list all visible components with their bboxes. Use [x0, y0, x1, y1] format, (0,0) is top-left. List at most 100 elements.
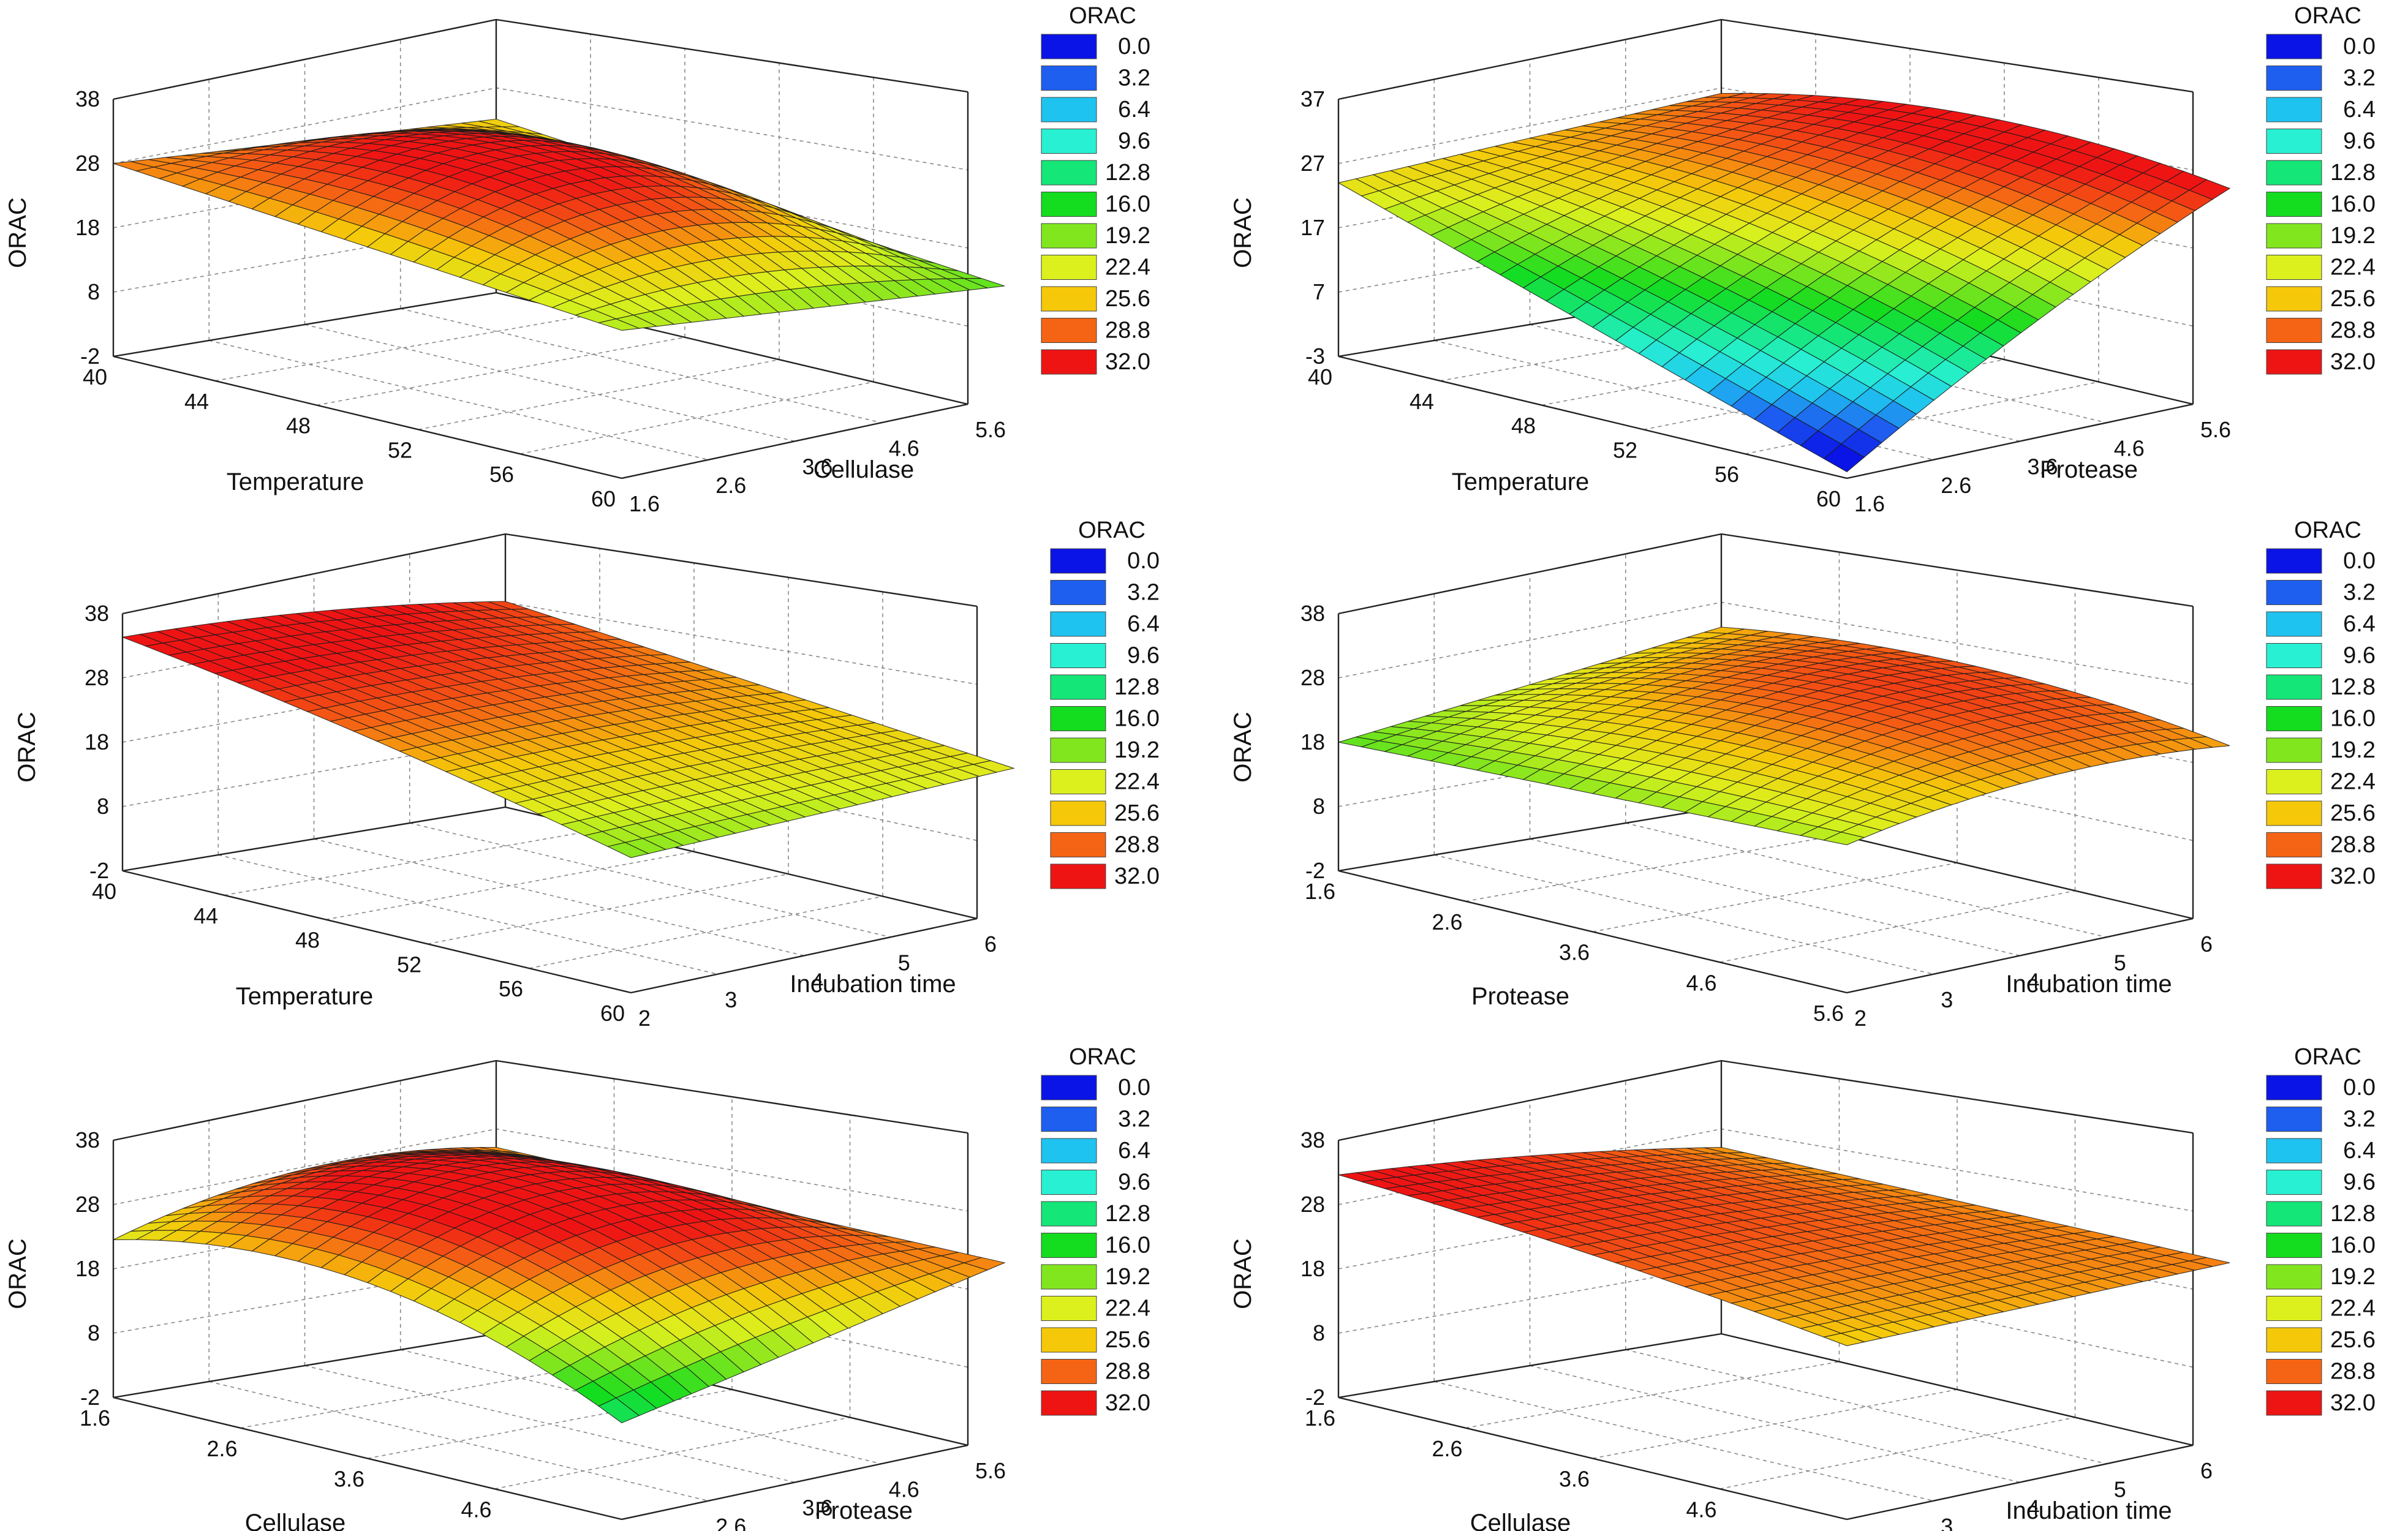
- z-tick-label: 8: [97, 794, 109, 819]
- legend-label: 25.6: [2330, 286, 2376, 312]
- x-tick-label: 44: [194, 903, 218, 928]
- legend-swatch: [1041, 1075, 1097, 1100]
- y-tick-label: 2: [638, 1006, 651, 1031]
- floor-gridline: [314, 838, 804, 957]
- legend-swatch: [1041, 1296, 1097, 1321]
- y-axis-title: Incubation time: [2006, 971, 2172, 998]
- surface-panel-5: -281828381.62.63.64.65.61.62.63.64.65.6C…: [4, 1044, 1150, 1531]
- legend-label: 25.6: [1105, 286, 1150, 312]
- z-tick-label: 38: [75, 1127, 100, 1153]
- legend-label: 19.2: [2330, 1264, 2376, 1290]
- box-edge: [1338, 533, 1722, 615]
- legend-label: 12.8: [1105, 160, 1150, 186]
- floor-gridline: [1530, 1365, 2020, 1483]
- legend-label: 25.6: [2330, 1327, 2376, 1353]
- legend-swatch: [2266, 1359, 2322, 1384]
- legend-label: 19.2: [2330, 223, 2376, 249]
- legend-swatch: [2266, 1138, 2322, 1164]
- legend-swatch: [2266, 349, 2322, 375]
- z-axis-title: ORAC: [4, 197, 31, 268]
- legend-label: 0.0: [2343, 1075, 2376, 1100]
- y-tick-label: 4.6: [889, 435, 919, 461]
- z-tick-label: 18: [1300, 729, 1325, 754]
- z-axis-title: ORAC: [1229, 1238, 1256, 1309]
- legend-label: 12.8: [1105, 1201, 1150, 1227]
- x-axis-title: Temperature: [1452, 468, 1590, 495]
- box-edge: [1721, 533, 2194, 608]
- legend-swatch: [2266, 1170, 2322, 1195]
- box-edge: [621, 1444, 968, 1521]
- legend-label: 0.0: [1118, 34, 1150, 59]
- legend-label: 3.2: [1118, 66, 1150, 91]
- z-tick-label: 28: [1300, 665, 1325, 690]
- box-edge: [113, 1396, 622, 1521]
- legend-swatch: [1050, 769, 1106, 794]
- box-edge: [505, 533, 978, 608]
- legend-swatch: [1050, 737, 1106, 763]
- legend-swatch: [1041, 1359, 1097, 1384]
- z-tick-label: 38: [1300, 1127, 1325, 1153]
- legend-swatch: [2266, 1201, 2322, 1227]
- floor-gridline: [1530, 838, 2020, 957]
- surface-panel-2: -3 7 17 27 37 40 44 48 52 56 60 1.6 2.6 3.6 4.6 5.6 Temp…: [1229, 3, 2376, 516]
- floor-gridline: [1434, 1381, 1934, 1502]
- y-tick-label: 4: [812, 969, 824, 994]
- box-edge: [122, 533, 506, 615]
- z-tick-label: 18: [75, 215, 100, 240]
- floor-gridline: [400, 1349, 881, 1465]
- legend-swatch: [1041, 34, 1097, 59]
- z-tick-label: 38: [85, 601, 109, 626]
- x-tick-label: 1.6: [1305, 879, 1335, 904]
- legend-label: 16.0: [1105, 1233, 1150, 1258]
- z-gridline: [113, 19, 968, 100]
- z-tick-label: 28: [75, 1192, 100, 1217]
- z-tick-label: 28: [75, 151, 100, 176]
- legend-swatch: [2266, 1327, 2322, 1353]
- box-edge: [1338, 1333, 1722, 1399]
- legend-swatch: [1041, 192, 1097, 217]
- z-tick-label: 18: [85, 729, 109, 754]
- box-edge: [113, 1059, 497, 1142]
- x-tick-label: 2.6: [206, 1436, 237, 1461]
- z-tick-label: -3: [1305, 344, 1325, 369]
- surface-mesh: [1338, 1146, 2230, 1347]
- z-tick-label: -2: [80, 344, 100, 369]
- y-tick-label: 5.6: [975, 1458, 1006, 1483]
- legend-label: 6.4: [2343, 611, 2376, 637]
- legend-label: 9.6: [2343, 129, 2376, 154]
- legend-swatch: [2266, 1390, 2322, 1416]
- x-tick-label: 4.6: [1686, 1497, 1716, 1522]
- x-axis-title: Cellulase: [245, 1510, 346, 1531]
- legend-label: 22.4: [1105, 1296, 1150, 1322]
- x-tick-label: 44: [1410, 389, 1434, 414]
- surface-cell: [1822, 1333, 1866, 1347]
- legend-swatch: [2266, 97, 2322, 122]
- z-tick-label: 28: [85, 665, 109, 690]
- color-legend: ORAC 0.0 3.2 6.4 9.6 12.8 16.0 19.2 22.4 25.6 28.8…: [1041, 1044, 1150, 1416]
- surface-mesh: [1338, 626, 2230, 846]
- z-gridline: [1338, 533, 2194, 614]
- legend-swatch: [2266, 769, 2322, 794]
- floor-gridline: [427, 873, 789, 945]
- legend-swatch: [1041, 349, 1097, 375]
- legend-label: 9.6: [2343, 643, 2376, 669]
- y-tick-label: 3: [1941, 987, 1953, 1012]
- legend-swatch: [1050, 706, 1106, 731]
- legend-label: 6.4: [2343, 1138, 2376, 1164]
- legend-label: 0.0: [1118, 1075, 1150, 1100]
- box-edge: [1338, 1059, 1722, 1142]
- box-edge: [1721, 1333, 2194, 1446]
- legend-swatch: [2266, 1107, 2322, 1132]
- color-legend: ORAC 0.0 3.2 6.4 9.6 12.8 16.0 19.2 22.4 25.6 28.8…: [1050, 517, 1160, 889]
- legend-swatch: [2266, 192, 2322, 217]
- floor-gridline: [1719, 890, 2075, 963]
- legend-swatch: [1050, 643, 1106, 668]
- box-edge: [1338, 355, 1848, 480]
- box-edge: [122, 870, 632, 994]
- legend-swatch: [1041, 1233, 1097, 1258]
- legend-swatch: [1041, 1201, 1097, 1227]
- legend-label: 16.0: [2330, 706, 2376, 732]
- legend-swatch: [2266, 832, 2322, 857]
- legend-label: 19.2: [1114, 737, 1160, 763]
- legend-swatch: [1041, 1327, 1097, 1353]
